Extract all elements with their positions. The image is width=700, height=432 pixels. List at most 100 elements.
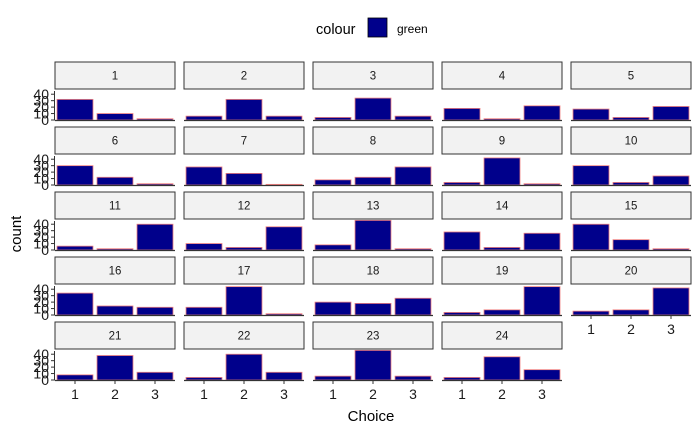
- y-tick-label: 30: [33, 288, 49, 304]
- bar-facet-4-choice-1: [443, 108, 481, 121]
- facet-panel-13: 13: [312, 191, 434, 252]
- facet-strip: [183, 256, 305, 285]
- bar-facet-24-choice-2: [483, 356, 521, 381]
- bar-facet-8-choice-3: [394, 166, 432, 186]
- x-tick-label: 2: [111, 386, 119, 402]
- facet-panel-2: 2: [183, 61, 305, 122]
- facet-strip: [54, 256, 176, 285]
- x-tick-label: 1: [587, 321, 595, 337]
- bar-facet-6-choice-2: [96, 176, 134, 186]
- facet-strip-label: 7: [241, 136, 247, 148]
- y-tick-label: 30: [33, 158, 49, 174]
- y-tick-label: 0: [41, 307, 49, 323]
- facet-strip-label: 10: [625, 136, 638, 148]
- facet-panel-17: 17: [183, 256, 305, 317]
- facet-strip-label: 16: [109, 266, 122, 278]
- facet-strip-label: 14: [496, 201, 509, 213]
- facet-panel-19: 19: [441, 256, 563, 317]
- facet-strip: [183, 191, 305, 220]
- bar-facet-19-choice-2: [483, 309, 521, 316]
- facet-strip-label: 1: [112, 71, 118, 83]
- x-tick-label: 2: [627, 321, 635, 337]
- facet-strip-label: 23: [367, 331, 380, 343]
- bar-facet-20-choice-3: [652, 287, 690, 316]
- x-axis-title: Choice: [348, 408, 395, 425]
- facet-strip-label: 3: [370, 71, 376, 83]
- bar-facet-19-choice-1: [443, 312, 481, 316]
- facet-strip-label: 19: [496, 266, 509, 278]
- bar-facet-18-choice-3: [394, 297, 432, 316]
- facet-panel-23: 231 2 3: [312, 321, 434, 402]
- bar-facet-9-choice-2: [483, 157, 521, 186]
- facet-strip-label: 20: [625, 266, 638, 278]
- bar-facet-16-choice-1: [56, 292, 94, 316]
- bar-facet-10-choice-2: [612, 182, 650, 186]
- bar-facet-6-choice-1: [56, 165, 94, 186]
- y-tick-label: 40: [33, 346, 49, 362]
- facet-panel-18: 18: [312, 256, 434, 317]
- legend-key: [367, 17, 388, 38]
- bar-facet-16-choice-2: [96, 305, 134, 316]
- y-tick-label: 10: [33, 106, 49, 122]
- bar-facet-4-choice-2: [483, 118, 521, 121]
- facet-strip-label: 9: [499, 136, 505, 148]
- facet-panel-8: 8: [312, 126, 434, 187]
- bar-facet-19-choice-3: [523, 286, 561, 316]
- legend-label: green: [397, 22, 428, 36]
- y-tick-label: 20: [33, 359, 49, 375]
- y-tick-label: 0: [41, 177, 49, 193]
- bar-facet-11-choice-2: [96, 248, 134, 251]
- y-tick-label: 20: [33, 229, 49, 245]
- bar-facet-1-choice-1: [56, 98, 94, 121]
- facet-panel-24: 24 1 2 3: [441, 321, 563, 402]
- bar-facet-2-choice-1: [185, 115, 223, 121]
- bar-facet-1-choice-3: [136, 118, 174, 121]
- facet-strip: [441, 126, 563, 155]
- facet-panel-7: 7: [183, 126, 305, 187]
- x-tick-label: 1: [71, 386, 79, 402]
- bar-facet-23-choice-2: [354, 349, 392, 381]
- x-tick-label: 1: [200, 386, 208, 402]
- facet-strip-label: 21: [109, 331, 122, 343]
- bar-facet-24-choice-3: [523, 369, 561, 381]
- bar-facet-11-choice-3: [136, 223, 174, 251]
- x-tick-label: 3: [409, 386, 417, 402]
- facet-strip: [54, 191, 176, 220]
- bar-facet-12-choice-3: [265, 226, 303, 251]
- bar-facet-3-choice-3: [394, 115, 432, 121]
- x-tick-label: 1: [458, 386, 466, 402]
- bar-facet-9-choice-3: [523, 183, 561, 186]
- facet-strip-label: 4: [499, 71, 506, 83]
- bar-facet-7-choice-1: [185, 166, 223, 186]
- bar-facet-9-choice-1: [443, 182, 481, 186]
- bar-facet-13-choice-1: [314, 244, 352, 251]
- bar-facet-5-choice-2: [612, 117, 650, 121]
- y-tick-label: 30: [33, 93, 49, 109]
- facet-strip: [54, 321, 176, 350]
- y-axis-title: count: [8, 215, 25, 253]
- facet-strip: [570, 191, 692, 220]
- facet-strip-label: 11: [109, 201, 121, 213]
- facet-panel-12: 12: [183, 191, 305, 252]
- bar-facet-17-choice-3: [265, 313, 303, 316]
- facet-panel-10: 10: [570, 126, 692, 187]
- facet-strip-label: 5: [628, 71, 634, 83]
- bar-facet-17-choice-2: [225, 286, 263, 316]
- facet-strip: [54, 61, 176, 90]
- x-tick-label: 2: [240, 386, 248, 402]
- legend-title: colour: [316, 22, 356, 38]
- bar-facet-22-choice-2: [225, 353, 263, 381]
- x-tick-label: 1: [329, 386, 337, 402]
- bar-facet-2-choice-3: [265, 115, 303, 121]
- bar-facet-14-choice-3: [523, 232, 561, 251]
- y-tick-label: 40: [33, 281, 49, 297]
- bar-facet-23-choice-1: [314, 375, 352, 381]
- bar-facet-6-choice-3: [136, 183, 174, 186]
- y-tick-label: 0: [41, 242, 49, 258]
- bar-facet-5-choice-3: [652, 106, 690, 121]
